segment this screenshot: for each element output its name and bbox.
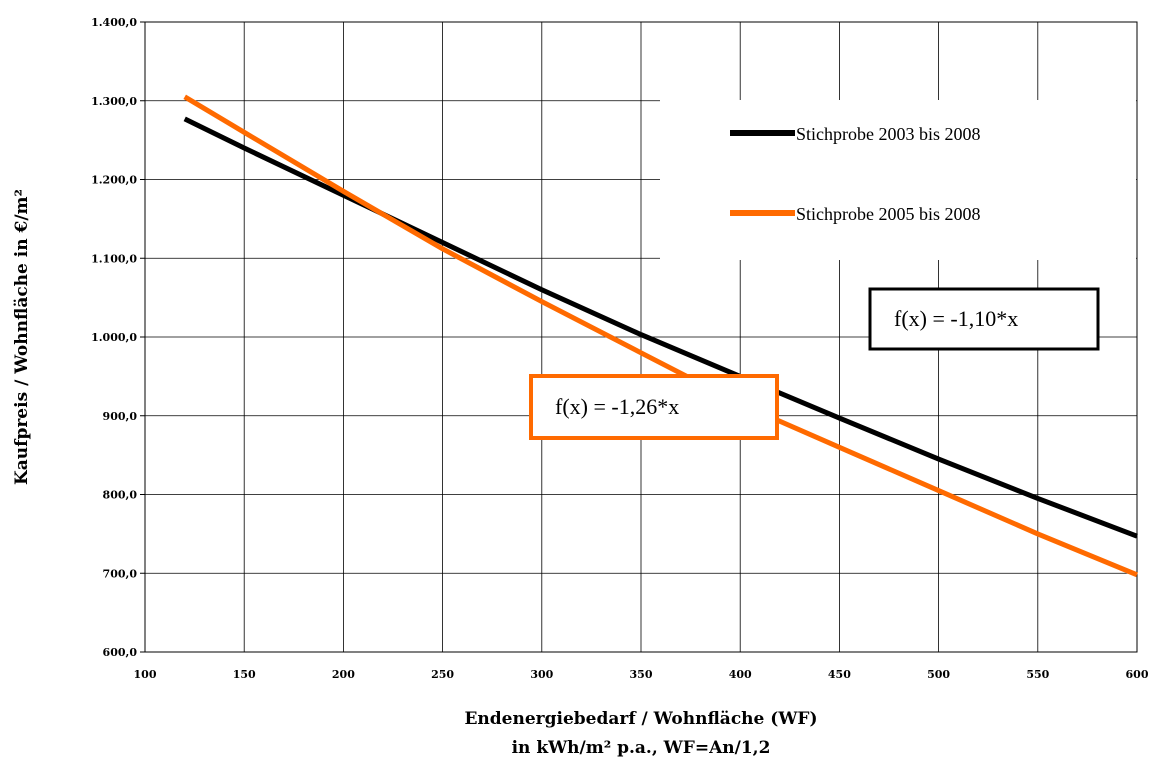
y-tick-label: 1.300,0 bbox=[91, 95, 137, 108]
x-tick-label: 550 bbox=[1026, 668, 1049, 681]
x-tick-label: 300 bbox=[530, 668, 553, 681]
x-tick-label: 600 bbox=[1126, 668, 1149, 681]
tick-labels: 100 150 200 250 300 350 400 450 500 550 600 600,0 70… bbox=[91, 16, 1149, 681]
legend-label-series-1: Stichprobe 2003 bis 2008 bbox=[796, 124, 981, 144]
x-axis-title-line-2: in kWh/m² p.a., WF=An/1,2 bbox=[512, 738, 771, 758]
y-tick-label: 1.200,0 bbox=[91, 174, 137, 187]
y-axis-title: Kaufpreis / Wohnfläche in €/m² bbox=[12, 189, 32, 485]
annotation-black-text: f(x) = -1,10*x bbox=[894, 306, 1018, 331]
y-tick-label: 1.000,0 bbox=[91, 331, 137, 344]
y-tick-label: 800,0 bbox=[103, 489, 138, 502]
y-tick-label: 1.100,0 bbox=[91, 252, 137, 265]
series-line-1 bbox=[183, 116, 1138, 539]
annotation-black: f(x) = -1,10*x bbox=[868, 287, 1100, 351]
annotation-orange-text: f(x) = -1,26*x bbox=[555, 394, 679, 419]
annotation-orange-box bbox=[529, 374, 779, 440]
x-tick-label: 200 bbox=[332, 668, 355, 681]
series-group bbox=[183, 94, 1138, 578]
annotation-black-box bbox=[868, 287, 1100, 351]
legend-background bbox=[660, 100, 1136, 260]
legend: Stichprobe 2003 bis 2008 Stichprobe 2005… bbox=[660, 100, 1136, 260]
x-tick-label: 100 bbox=[134, 668, 157, 681]
x-tick-label: 150 bbox=[233, 668, 256, 681]
y-tick-label: 600,0 bbox=[103, 646, 138, 659]
y-tick-label: 900,0 bbox=[103, 410, 138, 423]
x-tick-label: 350 bbox=[630, 668, 653, 681]
legend-label-series-2: Stichprobe 2005 bis 2008 bbox=[796, 204, 981, 224]
x-axis-title-line-1: Endenergiebedarf / Wohnfläche (WF) bbox=[464, 709, 817, 729]
x-tick-label: 500 bbox=[927, 668, 950, 681]
y-tick-label: 1.400,0 bbox=[91, 16, 137, 29]
x-tick-label: 450 bbox=[828, 668, 851, 681]
plot-area-border bbox=[144, 21, 1138, 653]
annotation-orange: f(x) = -1,26*x bbox=[529, 374, 779, 440]
x-tick-label: 250 bbox=[431, 668, 454, 681]
x-tick-label: 400 bbox=[729, 668, 752, 681]
y-tick-label: 700,0 bbox=[103, 567, 138, 580]
series-line-2 bbox=[183, 94, 1138, 578]
